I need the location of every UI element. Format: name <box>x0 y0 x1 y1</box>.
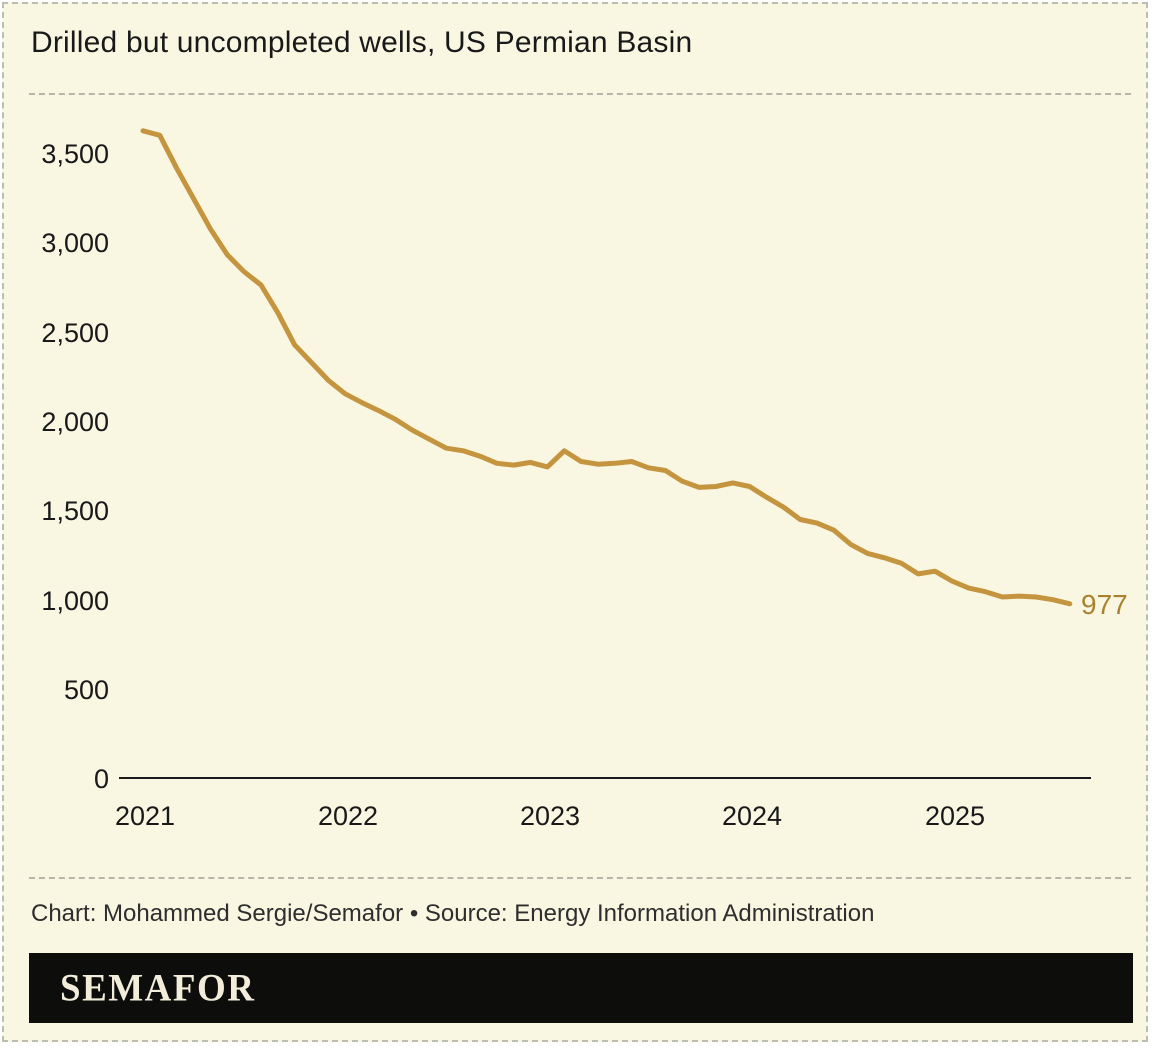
chart-title: Drilled but uncompleted wells, US Permia… <box>31 26 693 59</box>
y-tick-500: 500 <box>64 675 109 705</box>
x-tick-2025: 2025 <box>925 801 985 831</box>
semafor-logo-bar: SEMAFOR <box>29 953 1133 1023</box>
end-value-label: 977 <box>1081 589 1128 620</box>
y-tick-1000: 1,000 <box>41 586 109 616</box>
y-tick-3500: 3,500 <box>41 139 109 169</box>
x-tick-2021: 2021 <box>115 801 175 831</box>
y-tick-0: 0 <box>94 764 109 794</box>
duc-line <box>140 128 1073 607</box>
x-tick-2022: 2022 <box>318 801 378 831</box>
credit-line: Chart: Mohammed Sergie/Semafor • Source:… <box>31 900 875 927</box>
y-tick-3000: 3,000 <box>41 228 109 258</box>
y-tick-1500: 1,500 <box>41 496 109 526</box>
chart-svg: 0 500 1,000 1,500 2,000 2,500 3,000 3,50… <box>41 128 1128 831</box>
bottom-separator <box>29 877 1131 879</box>
x-tick-2023: 2023 <box>520 801 580 831</box>
x-tick-2024: 2024 <box>722 801 782 831</box>
y-tick-2500: 2,500 <box>41 318 109 348</box>
semafor-wordmark: SEMAFOR <box>60 966 256 1010</box>
top-separator <box>29 93 1131 95</box>
y-tick-2000: 2,000 <box>41 407 109 437</box>
